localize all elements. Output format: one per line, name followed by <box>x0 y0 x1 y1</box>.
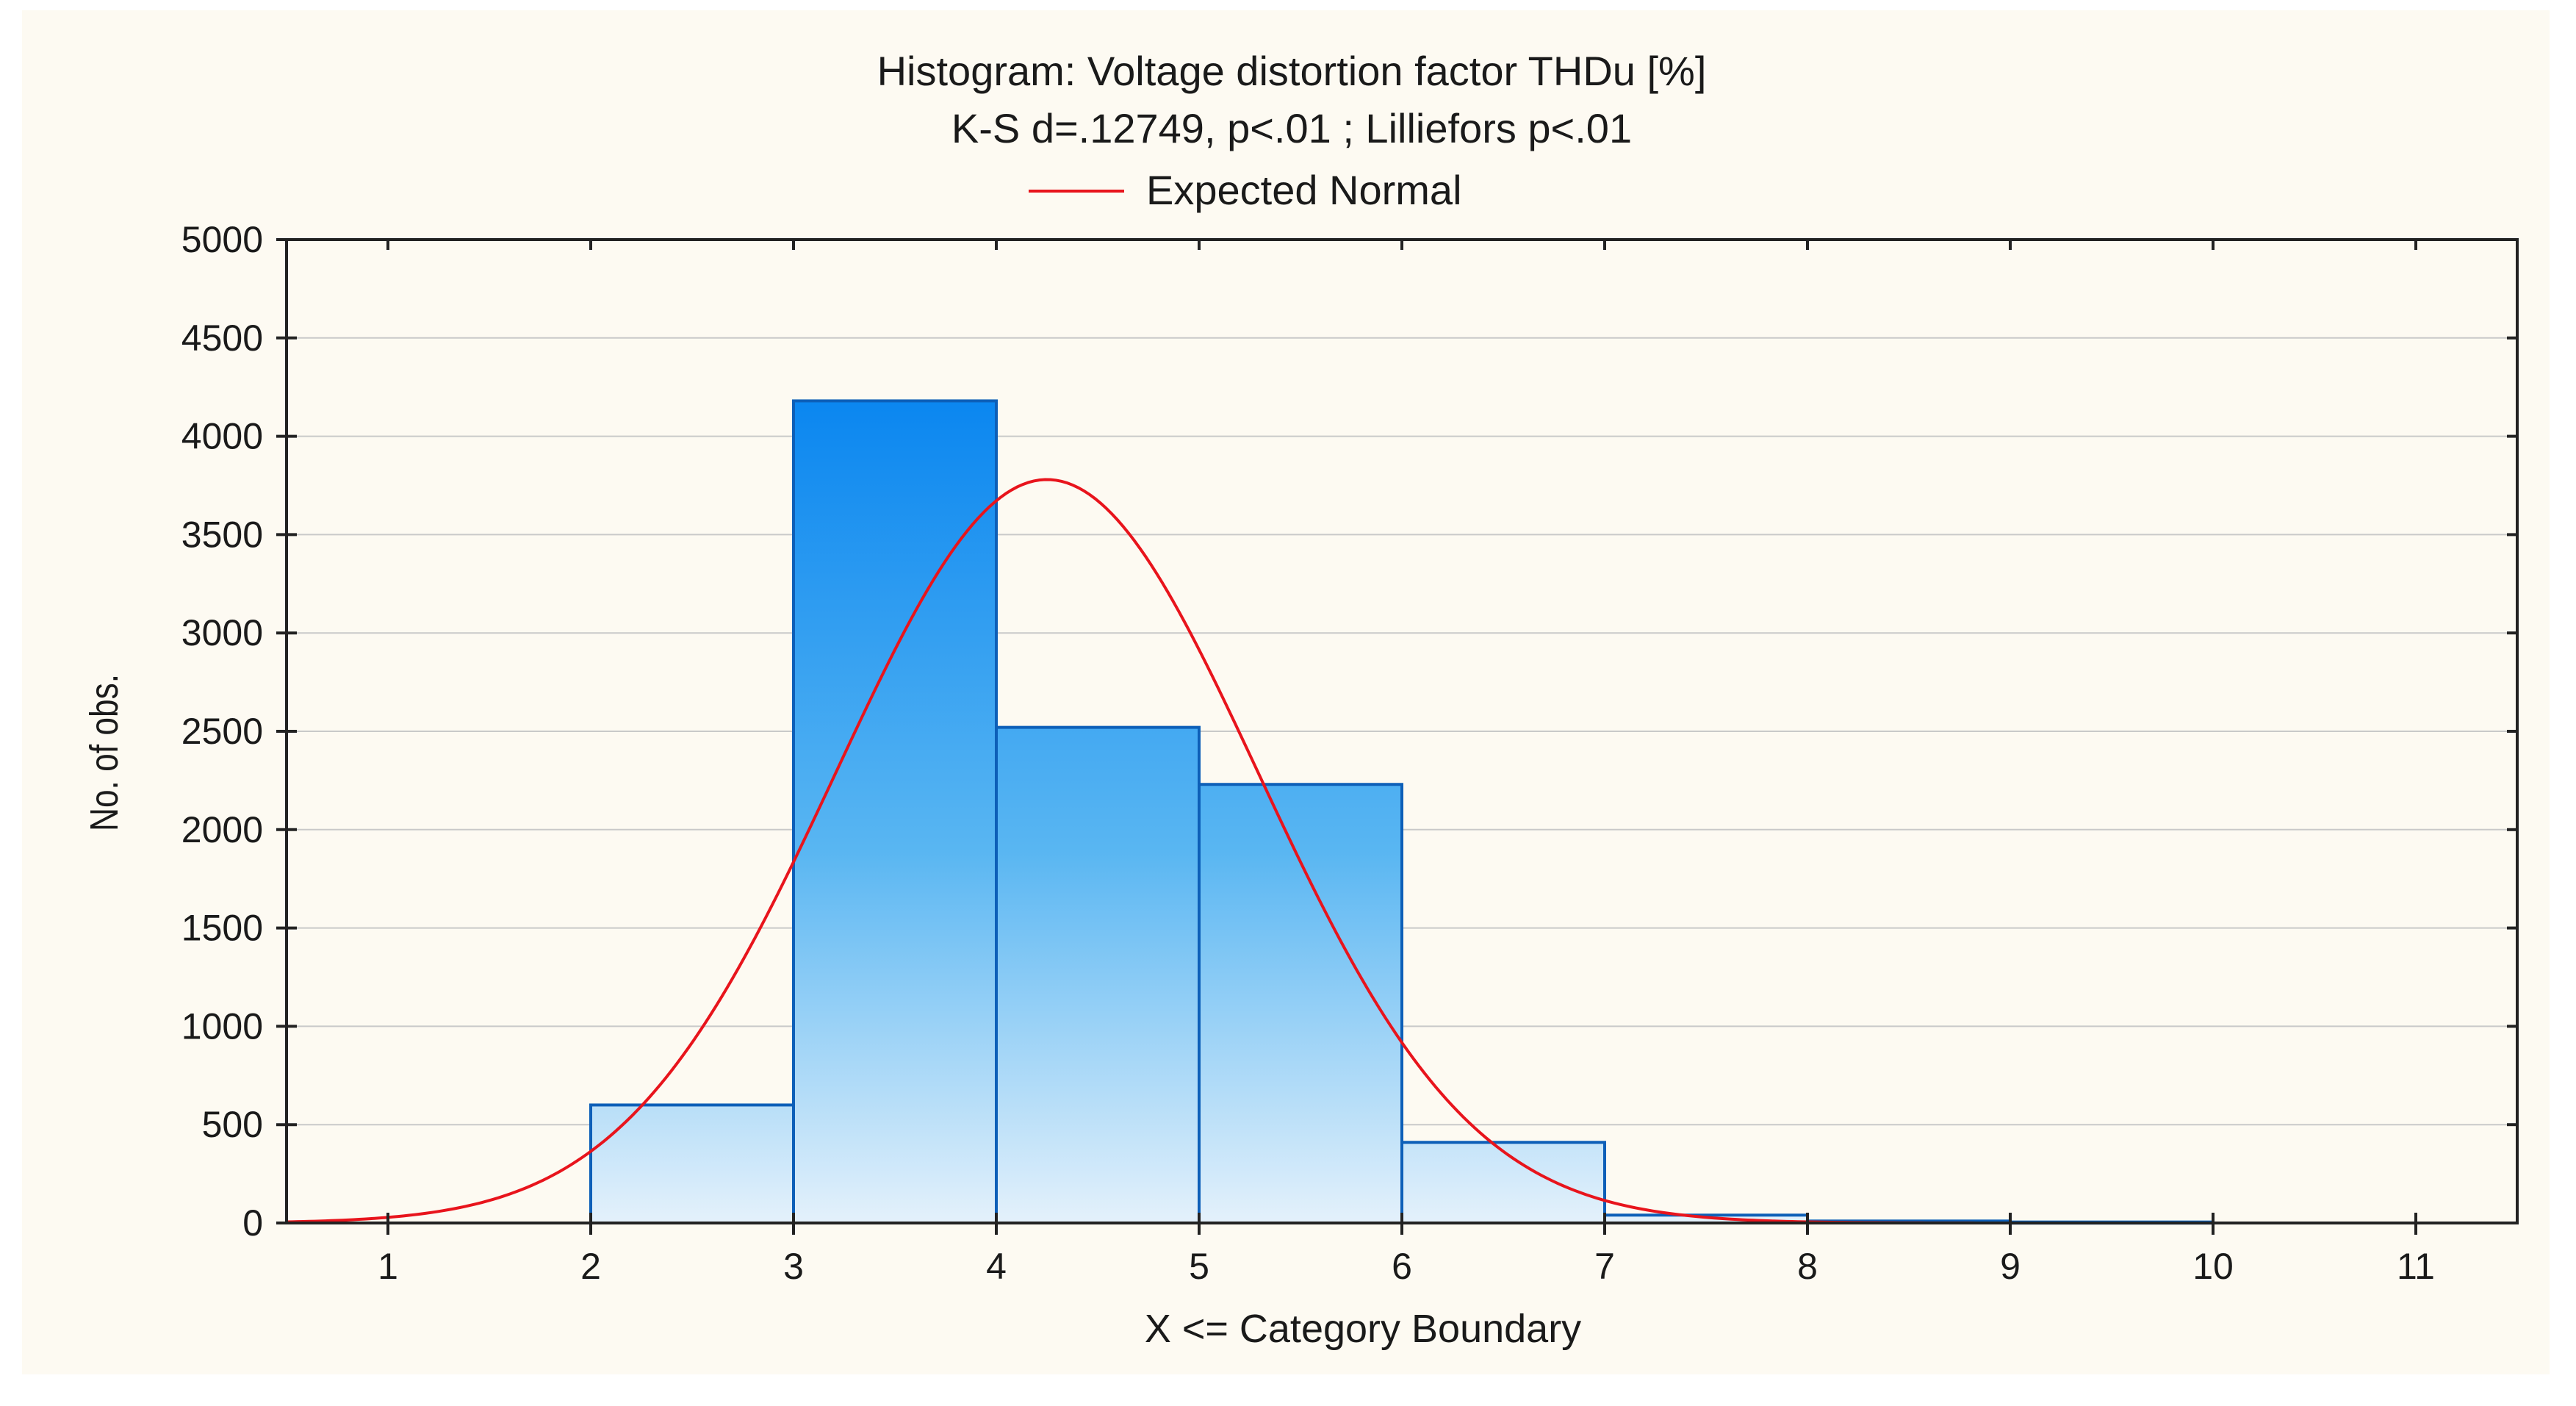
x-axis-label: X <= Category Boundary <box>1145 1307 1581 1351</box>
y-tick-label: 0 <box>242 1202 263 1244</box>
y-tick-label: 4000 <box>181 416 263 457</box>
x-axis-ticks: 1 2 3 4 5 6 7 8 9 10 11 <box>378 240 2435 1287</box>
histogram-chart: Histogram: Voltage distortion factor THD… <box>82 48 2519 1351</box>
chart-title: Histogram: Voltage distortion factor THD… <box>877 48 1707 94</box>
x-tick-label: 5 <box>1189 1246 1209 1287</box>
y-tick-label: 5000 <box>181 219 263 260</box>
histogram-bars <box>589 399 2215 1225</box>
y-tick-label: 2500 <box>181 711 263 752</box>
x-tick-label: 1 <box>378 1246 398 1287</box>
y-tick-label: 500 <box>202 1104 263 1145</box>
histogram-bar <box>589 1103 795 1224</box>
y-tick-label: 4500 <box>181 318 263 359</box>
y-tick-label: 3000 <box>181 612 263 653</box>
legend-label: Expected Normal <box>1146 167 1462 213</box>
x-tick-label: 10 <box>2192 1246 2234 1287</box>
y-tick-label: 1500 <box>181 908 263 949</box>
x-tick-label: 3 <box>783 1246 804 1287</box>
x-tick-label: 4 <box>986 1246 1007 1287</box>
histogram-bar <box>1198 783 1403 1224</box>
y-axis-ticks: 0 500 1000 1500 2000 2500 3000 3500 4000 4500 5000 <box>181 219 2517 1244</box>
legend: Expected Normal <box>1029 167 1462 213</box>
histogram-bar <box>1400 1141 1606 1225</box>
x-tick-label: 7 <box>1594 1246 1615 1287</box>
chart-frame: Histogram: Voltage distortion factor THD… <box>22 10 2550 1374</box>
histogram-bar <box>792 399 998 1224</box>
x-tick-label: 2 <box>580 1246 601 1287</box>
histogram-bar <box>995 725 1201 1224</box>
y-tick-label: 3500 <box>181 514 263 555</box>
x-tick-label: 9 <box>2000 1246 2021 1287</box>
expected-normal-curve <box>287 478 2517 1223</box>
y-tick-label: 1000 <box>181 1005 263 1047</box>
y-tick-label: 2000 <box>181 809 263 850</box>
x-tick-label: 6 <box>1392 1246 1412 1287</box>
x-tick-label: 11 <box>2397 1246 2435 1287</box>
chart-subtitle: K-S d=.12749, p<.01 ; Lilliefors p<.01 <box>951 105 1632 151</box>
x-tick-label: 8 <box>1797 1246 1818 1287</box>
expected-normal-layer <box>287 478 2517 1223</box>
y-axis-label: No. of obs. <box>82 674 126 831</box>
